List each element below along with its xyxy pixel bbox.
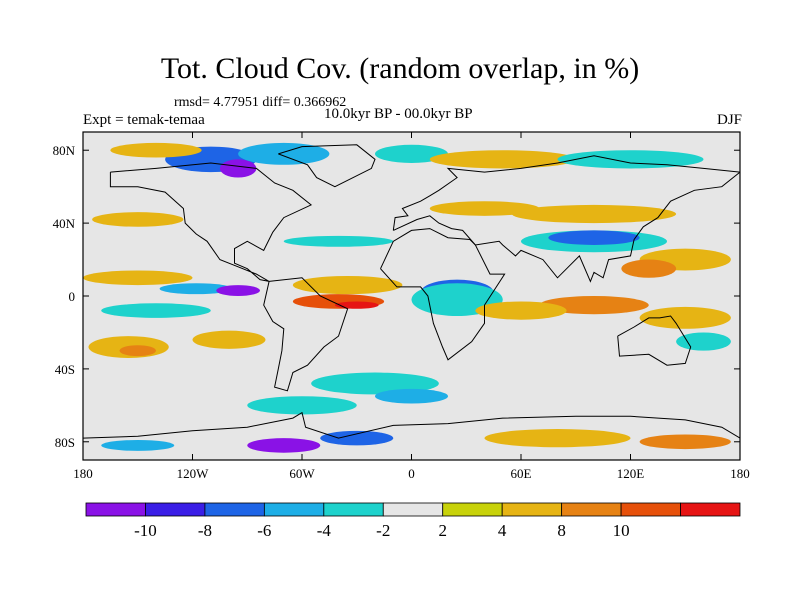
anomaly-patch (639, 434, 731, 450)
anomaly-patch (101, 439, 175, 451)
colorbar-swatch (145, 502, 206, 517)
lon-tick-label: 0 (408, 466, 415, 481)
coastline-eurasia (392, 155, 740, 283)
coastline-australia (617, 315, 692, 366)
anomaly-patch (334, 301, 379, 309)
lat-tick-label: 0 (69, 289, 76, 304)
lon-tick-label: 120E (617, 466, 645, 481)
coastline-greenland (278, 144, 376, 188)
colorbar-swatch (620, 502, 681, 517)
lat-tick-label: 80N (53, 143, 76, 158)
coastline-antarctica (83, 411, 740, 439)
coastline-north-america (109, 162, 313, 282)
lat-tick-label: 80S (55, 435, 75, 450)
coastlines (83, 144, 740, 439)
lat-tick-label: 40S (55, 362, 75, 377)
colorbar-swatch (323, 502, 384, 517)
colorbar-label: -4 (317, 521, 332, 540)
colorbar-label: 10 (613, 521, 630, 540)
colorbar: -10 -8 -6 -4 -2 2 4 8 10 (85, 502, 741, 540)
anomaly-patch (429, 201, 540, 216)
anomaly-patch (110, 142, 202, 158)
colorbar-swatch (561, 502, 622, 517)
anomaly-patch (484, 429, 631, 448)
colorbar-swatch (680, 502, 741, 517)
lon-tick-label: 180 (73, 466, 93, 481)
colorbar-swatch (442, 502, 503, 517)
anomaly-patch (219, 159, 257, 178)
anomaly-patch (159, 283, 233, 295)
colorbar-label: -2 (376, 521, 390, 540)
anomaly-patch (475, 301, 567, 320)
anomaly-patch (539, 296, 649, 315)
colorbar-label: 2 (438, 521, 447, 540)
map-title: Tot. Cloud Cov. (random overlap, in %) (160, 52, 640, 85)
anomaly-patch (247, 438, 321, 453)
anomaly-patch (83, 270, 193, 286)
anomaly-patch (216, 285, 261, 296)
colorbar-swatch (501, 502, 563, 517)
anomaly-patch (548, 230, 640, 245)
season-label: DJF (716, 112, 742, 128)
map-background (83, 132, 740, 460)
colorbar-label: -8 (198, 521, 212, 540)
anomaly-patch (639, 306, 731, 329)
anomaly-patch (375, 144, 448, 163)
anomaly-patch (292, 275, 403, 295)
colorbar-label: 8 (557, 521, 566, 540)
lon-tick-label: 180 (730, 466, 750, 481)
lon-tick-label: 60W (289, 466, 315, 481)
lat-tick-label: 40N (53, 216, 76, 231)
rmsd-stats: rmsd= 4.77951 diff= 0.366962 (174, 95, 347, 110)
anomaly-patch (311, 372, 439, 395)
anomaly-patch (557, 150, 704, 169)
anomaly-patch (621, 259, 677, 278)
anomaly-patch (192, 330, 266, 349)
experiment-label: Expt = temak-temaa (83, 112, 205, 128)
period-label: 10.0kyr BP - 00.0kyr BP (324, 106, 473, 122)
anomaly-patch (429, 150, 576, 169)
anomaly-patch (320, 430, 394, 446)
anomaly-patch (283, 235, 394, 247)
anomaly-field (83, 142, 731, 453)
lon-tick-label: 60E (511, 466, 532, 481)
anomaly-patch (92, 212, 184, 227)
coastline-africa (380, 228, 506, 361)
anomaly-patch (238, 142, 330, 165)
colorbar-swatch (85, 502, 146, 517)
colorbar-swatch (204, 502, 265, 517)
colorbar-swatch (263, 502, 325, 517)
coastline-south-america (263, 277, 349, 392)
colorbar-label: 4 (498, 521, 507, 540)
anomaly-patch (676, 332, 731, 351)
anomaly-patch (247, 396, 357, 415)
colorbar-swatch (382, 502, 444, 517)
anomaly-patch (375, 388, 448, 404)
anomaly-patch (511, 204, 677, 224)
colorbar-label: -6 (257, 521, 271, 540)
anomaly-patch (119, 345, 156, 357)
axis-ticks: 180 120W 60W 0 60E 120E 180 80N 40N 0 40S 80S (53, 132, 750, 481)
colorbar-label: -10 (134, 521, 157, 540)
lon-tick-label: 120W (177, 466, 210, 481)
anomaly-patch (101, 303, 211, 318)
